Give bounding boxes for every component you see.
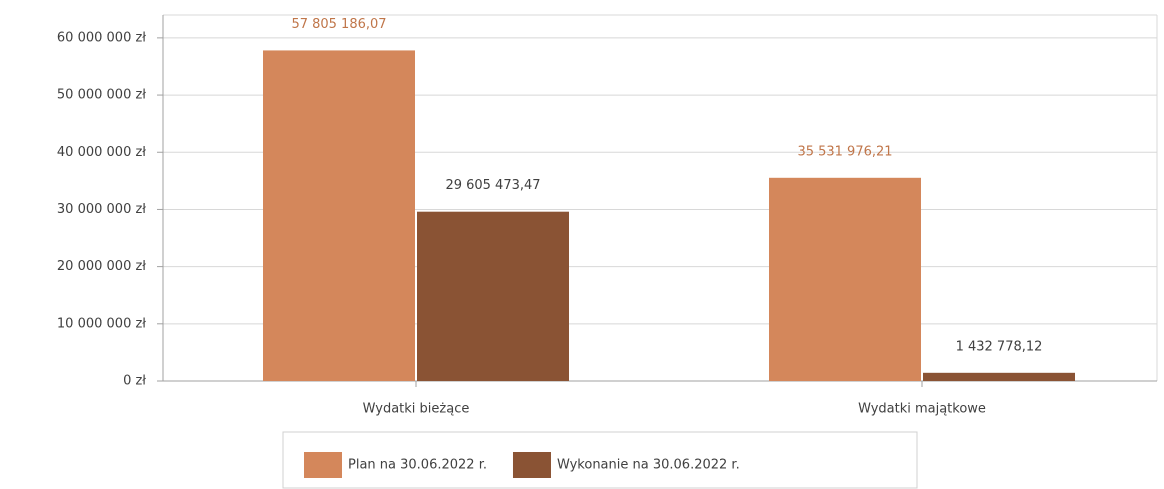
y-tick-label: 60 000 000 zł	[57, 30, 146, 45]
legend-box	[282, 431, 918, 489]
bar	[769, 177, 921, 381]
bar	[923, 372, 1075, 381]
legend-swatch	[512, 452, 551, 478]
bar	[417, 211, 569, 381]
y-tick-label: 50 000 000 zł	[57, 88, 146, 103]
y-tick-label: 20 000 000 zł	[57, 259, 146, 274]
bar	[263, 50, 415, 381]
legend-label: Wykonanie na 30.06.2022 r.	[557, 458, 740, 473]
legend-label: Plan na 30.06.2022 r.	[348, 458, 487, 473]
value-label: 35 531 976,21	[797, 144, 892, 159]
y-tick-label: 40 000 000 zł	[57, 145, 146, 160]
x-tick-label: Wydatki bieżące	[363, 402, 470, 417]
y-tick-label: 30 000 000 zł	[57, 202, 146, 217]
x-tick-label: Wydatki majątkowe	[858, 402, 986, 417]
value-label: 1 432 778,12	[956, 339, 1043, 354]
value-label: 29 605 473,47	[445, 178, 540, 193]
y-tick-label: 10 000 000 zł	[57, 316, 146, 331]
y-tick-label: 0 zł	[123, 374, 146, 389]
legend-swatch	[304, 452, 342, 478]
value-label: 57 805 186,07	[291, 17, 386, 32]
